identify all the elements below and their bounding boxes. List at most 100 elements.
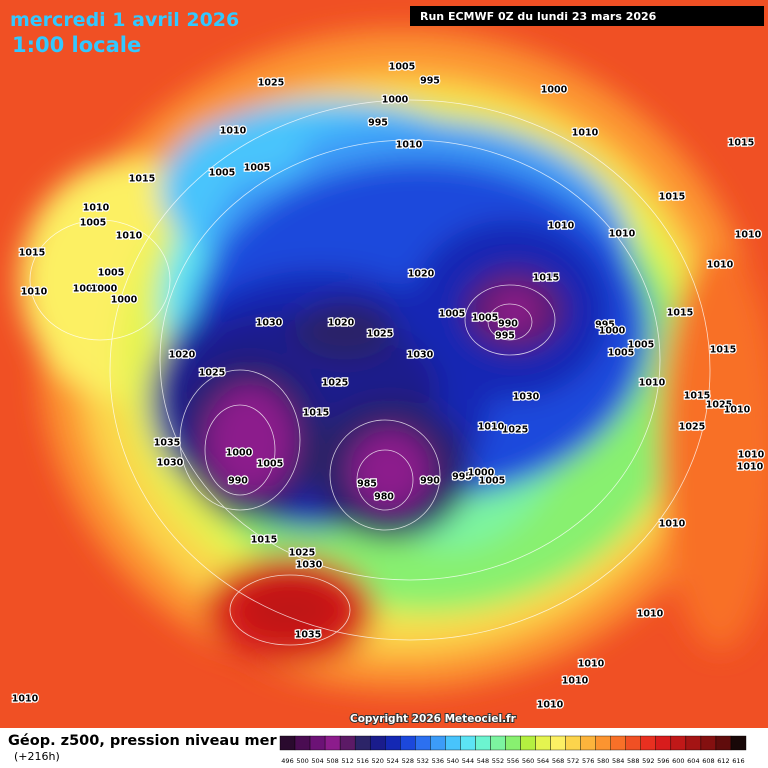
field-blob (205, 385, 295, 495)
isobar-label: 1005 (472, 313, 498, 324)
isobar-label: 1010 (478, 422, 505, 433)
isobar-label: 1005 (257, 459, 283, 470)
scale-swatch (715, 735, 732, 751)
scale-swatch (625, 735, 641, 751)
scale-label: 532 (417, 757, 429, 765)
isobar-label: 1000 (599, 326, 626, 337)
isobar-label: 1000 (382, 95, 409, 106)
isobar-label: 1025 (289, 548, 315, 559)
isobar-label: 1010 (707, 260, 734, 271)
isobar-label: 1010 (116, 231, 143, 242)
isobar-label: 990 (228, 476, 248, 487)
scale-label: 500 (296, 757, 308, 765)
isobar-label: 1005 (628, 340, 654, 351)
isobar-label: 1020 (408, 269, 435, 280)
scale-swatch (655, 735, 672, 751)
scale-swatch (505, 735, 521, 751)
isobar-label: 995 (495, 331, 515, 342)
run-box (410, 6, 764, 26)
time: 1:00 locale (12, 33, 141, 57)
field-blob (350, 430, 430, 510)
scale-swatch (445, 735, 461, 751)
scale-swatch (535, 735, 551, 751)
scale-label: 580 (597, 757, 609, 765)
scale-label: 560 (522, 757, 534, 765)
isobar-label: 1015 (710, 345, 736, 356)
isobar-label: 1030 (296, 560, 323, 571)
isobar-label: 1015 (303, 408, 329, 419)
isobar-label: 1015 (19, 248, 45, 259)
scale-swatch (309, 735, 326, 751)
field-blob (240, 580, 340, 640)
scale-label: 556 (507, 757, 519, 765)
scale-swatch (595, 735, 611, 751)
field-blob (295, 300, 395, 360)
scale-label: 504 (311, 757, 323, 765)
isobar-label: 1010 (572, 128, 599, 139)
isobar-label: 1010 (562, 676, 589, 687)
scale-swatch (430, 735, 446, 751)
scale-swatch (640, 735, 657, 751)
scale-label: 524 (387, 757, 399, 765)
scale-swatch (580, 735, 596, 751)
scale-label: 568 (552, 757, 564, 765)
isobar-label: 1035 (154, 438, 180, 449)
isobar-label: 990 (498, 319, 518, 330)
isobar-label: 1000 (541, 85, 568, 96)
isobar-label: 1010 (735, 230, 762, 241)
scale-label: 608 (702, 757, 714, 765)
scale-swatch (324, 735, 341, 751)
isobar-label: 1000 (468, 468, 495, 479)
isobar-label: 980 (374, 492, 394, 503)
color-scale: 496 500 504 508 512 516 520 524 528 532 536 540 544 5… (279, 735, 747, 765)
isobar-label: 990 (420, 476, 440, 487)
isobar-label: 1005 (80, 218, 106, 229)
field-blobs (20, 30, 768, 690)
isobar-label: 1020 (169, 350, 196, 361)
isobar-label: 1010 (724, 405, 751, 416)
isobar-label: 1025 (502, 425, 528, 436)
scale-swatch (520, 735, 536, 751)
isobar-label: 1005 (439, 309, 465, 320)
scale-label: 544 (462, 757, 474, 765)
legend-title: Géop. z500, pression niveau mer (8, 733, 278, 749)
isobar-label: 1000 (111, 295, 138, 306)
scale-swatch (369, 735, 386, 751)
isobar-label: 1010 (637, 609, 664, 620)
isobar-label: 1005 (244, 163, 270, 174)
geopotential-field (0, 0, 768, 728)
isobar-label: 1010 (21, 287, 48, 298)
isobar-label: 1015 (684, 391, 710, 402)
scale-swatch (475, 735, 491, 751)
isobar-label: 1025 (199, 368, 225, 379)
isobar-label: 1015 (667, 308, 693, 319)
scale-label: 516 (356, 757, 368, 765)
isobar-label: 1015 (728, 138, 754, 149)
isobar-label: 1015 (659, 192, 685, 203)
scale-label: 592 (642, 757, 654, 765)
field-blob (490, 288, 540, 332)
isobar-label: 1005 (209, 168, 235, 179)
copyright: Copyright 2026 Meteociel.fr (350, 713, 517, 725)
isobar-label: 1025 (322, 378, 348, 389)
scale-swatch (685, 735, 702, 751)
scale-label: 616 (732, 757, 744, 765)
isobar-label: 1025 (679, 422, 705, 433)
isobar-label: 1005 (479, 476, 505, 487)
isobar-label: 1010 (609, 229, 636, 240)
isobar-label: 1010 (737, 462, 764, 473)
isobar-label: 995 (452, 472, 472, 483)
scale-label: 540 (447, 757, 459, 765)
scale-label: 552 (492, 757, 504, 765)
isobar-label: 985 (357, 479, 377, 490)
scale-label: 564 (537, 757, 549, 765)
date: mercredi 1 avril 2026 (10, 9, 239, 31)
scale-swatch (385, 735, 401, 751)
isobar-label: 1025 (258, 78, 284, 89)
isobar-label: 1010 (548, 221, 575, 232)
scale-swatch (490, 735, 506, 751)
isobar-label: 1025 (367, 329, 393, 340)
isobars (29, 99, 711, 646)
isobar-label: 1015 (533, 273, 559, 284)
isobar-label: 1005 (98, 268, 124, 279)
